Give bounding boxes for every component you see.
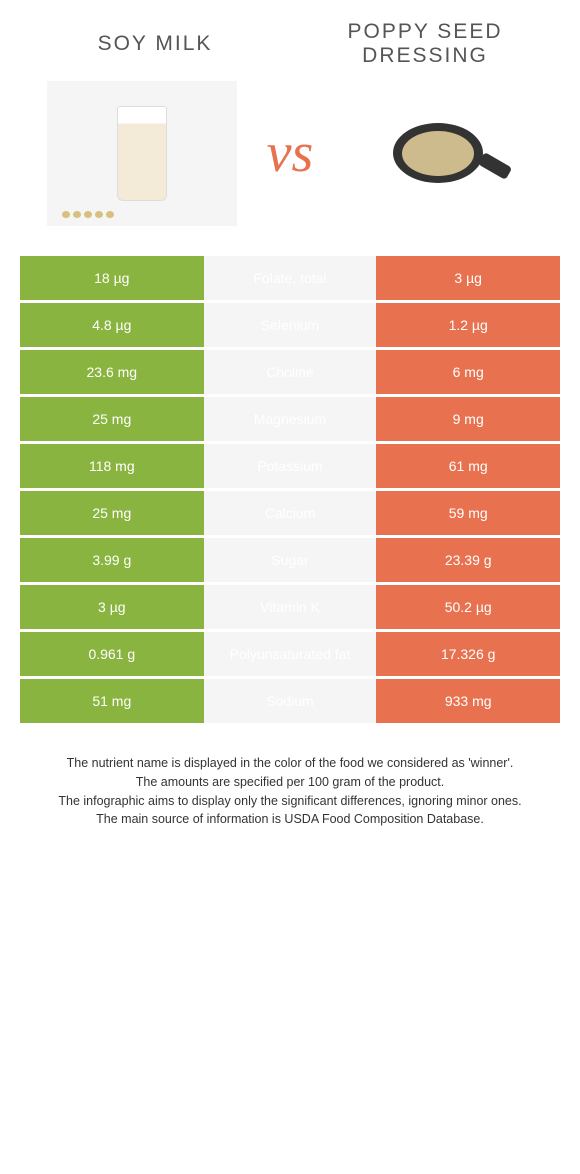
footer-note-line: The main source of information is USDA F… bbox=[20, 810, 560, 829]
header-row: Soy milk Poppy seed dressing bbox=[20, 20, 560, 68]
right-value: 6 mg bbox=[376, 350, 560, 394]
nutrient-label: Selenium bbox=[204, 303, 377, 347]
comparison-table: 18 µgFolate, total3 µg4.8 µgSelenium1.2 … bbox=[20, 253, 560, 726]
footer-notes: The nutrient name is displayed in the co… bbox=[20, 754, 560, 829]
table-row: 51 mgSodium933 mg bbox=[20, 679, 560, 723]
right-value: 3 µg bbox=[376, 256, 560, 300]
right-value: 17.326 g bbox=[376, 632, 560, 676]
right-value: 23.39 g bbox=[376, 538, 560, 582]
table-row: 25 mgCalcium59 mg bbox=[20, 491, 560, 535]
nutrient-label: Sugar bbox=[204, 538, 377, 582]
left-value: 4.8 µg bbox=[20, 303, 204, 347]
table-row: 4.8 µgSelenium1.2 µg bbox=[20, 303, 560, 347]
vs-label: vs bbox=[267, 121, 314, 185]
table-row: 118 mgPotassium61 mg bbox=[20, 444, 560, 488]
left-value: 18 µg bbox=[20, 256, 204, 300]
table-row: 18 µgFolate, total3 µg bbox=[20, 256, 560, 300]
table-row: 23.6 mgCholine6 mg bbox=[20, 350, 560, 394]
right-value: 61 mg bbox=[376, 444, 560, 488]
left-value: 0.961 g bbox=[20, 632, 204, 676]
images-row: vs bbox=[20, 78, 560, 228]
nutrient-label: Potassium bbox=[204, 444, 377, 488]
right-food-image bbox=[343, 81, 533, 226]
left-value: 3.99 g bbox=[20, 538, 204, 582]
right-value: 933 mg bbox=[376, 679, 560, 723]
table-row: 3.99 gSugar23.39 g bbox=[20, 538, 560, 582]
nutrient-label: Choline bbox=[204, 350, 377, 394]
nutrient-label: Folate, total bbox=[204, 256, 377, 300]
table-row: 3 µgVitamin K50.2 µg bbox=[20, 585, 560, 629]
footer-note-line: The infographic aims to display only the… bbox=[20, 792, 560, 811]
right-value: 1.2 µg bbox=[376, 303, 560, 347]
table-row: 0.961 gPolyunsaturated fat17.326 g bbox=[20, 632, 560, 676]
nutrient-label: Sodium bbox=[204, 679, 377, 723]
nutrient-label: Magnesium bbox=[204, 397, 377, 441]
left-value: 51 mg bbox=[20, 679, 204, 723]
left-food-image bbox=[47, 81, 237, 226]
nutrient-label: Vitamin K bbox=[204, 585, 377, 629]
comparison-table-body: 18 µgFolate, total3 µg4.8 µgSelenium1.2 … bbox=[20, 256, 560, 723]
right-food-title: Poppy seed dressing bbox=[304, 20, 547, 68]
footer-note-line: The nutrient name is displayed in the co… bbox=[20, 754, 560, 773]
right-value: 59 mg bbox=[376, 491, 560, 535]
right-value: 50.2 µg bbox=[376, 585, 560, 629]
left-value: 118 mg bbox=[20, 444, 204, 488]
nutrient-label: Calcium bbox=[204, 491, 377, 535]
footer-note-line: The amounts are specified per 100 gram o… bbox=[20, 773, 560, 792]
nutrient-label: Polyunsaturated fat bbox=[204, 632, 377, 676]
left-value: 23.6 mg bbox=[20, 350, 204, 394]
left-value: 3 µg bbox=[20, 585, 204, 629]
right-value: 9 mg bbox=[376, 397, 560, 441]
left-food-title: Soy milk bbox=[34, 32, 277, 56]
table-row: 25 mgMagnesium9 mg bbox=[20, 397, 560, 441]
left-value: 25 mg bbox=[20, 397, 204, 441]
left-value: 25 mg bbox=[20, 491, 204, 535]
